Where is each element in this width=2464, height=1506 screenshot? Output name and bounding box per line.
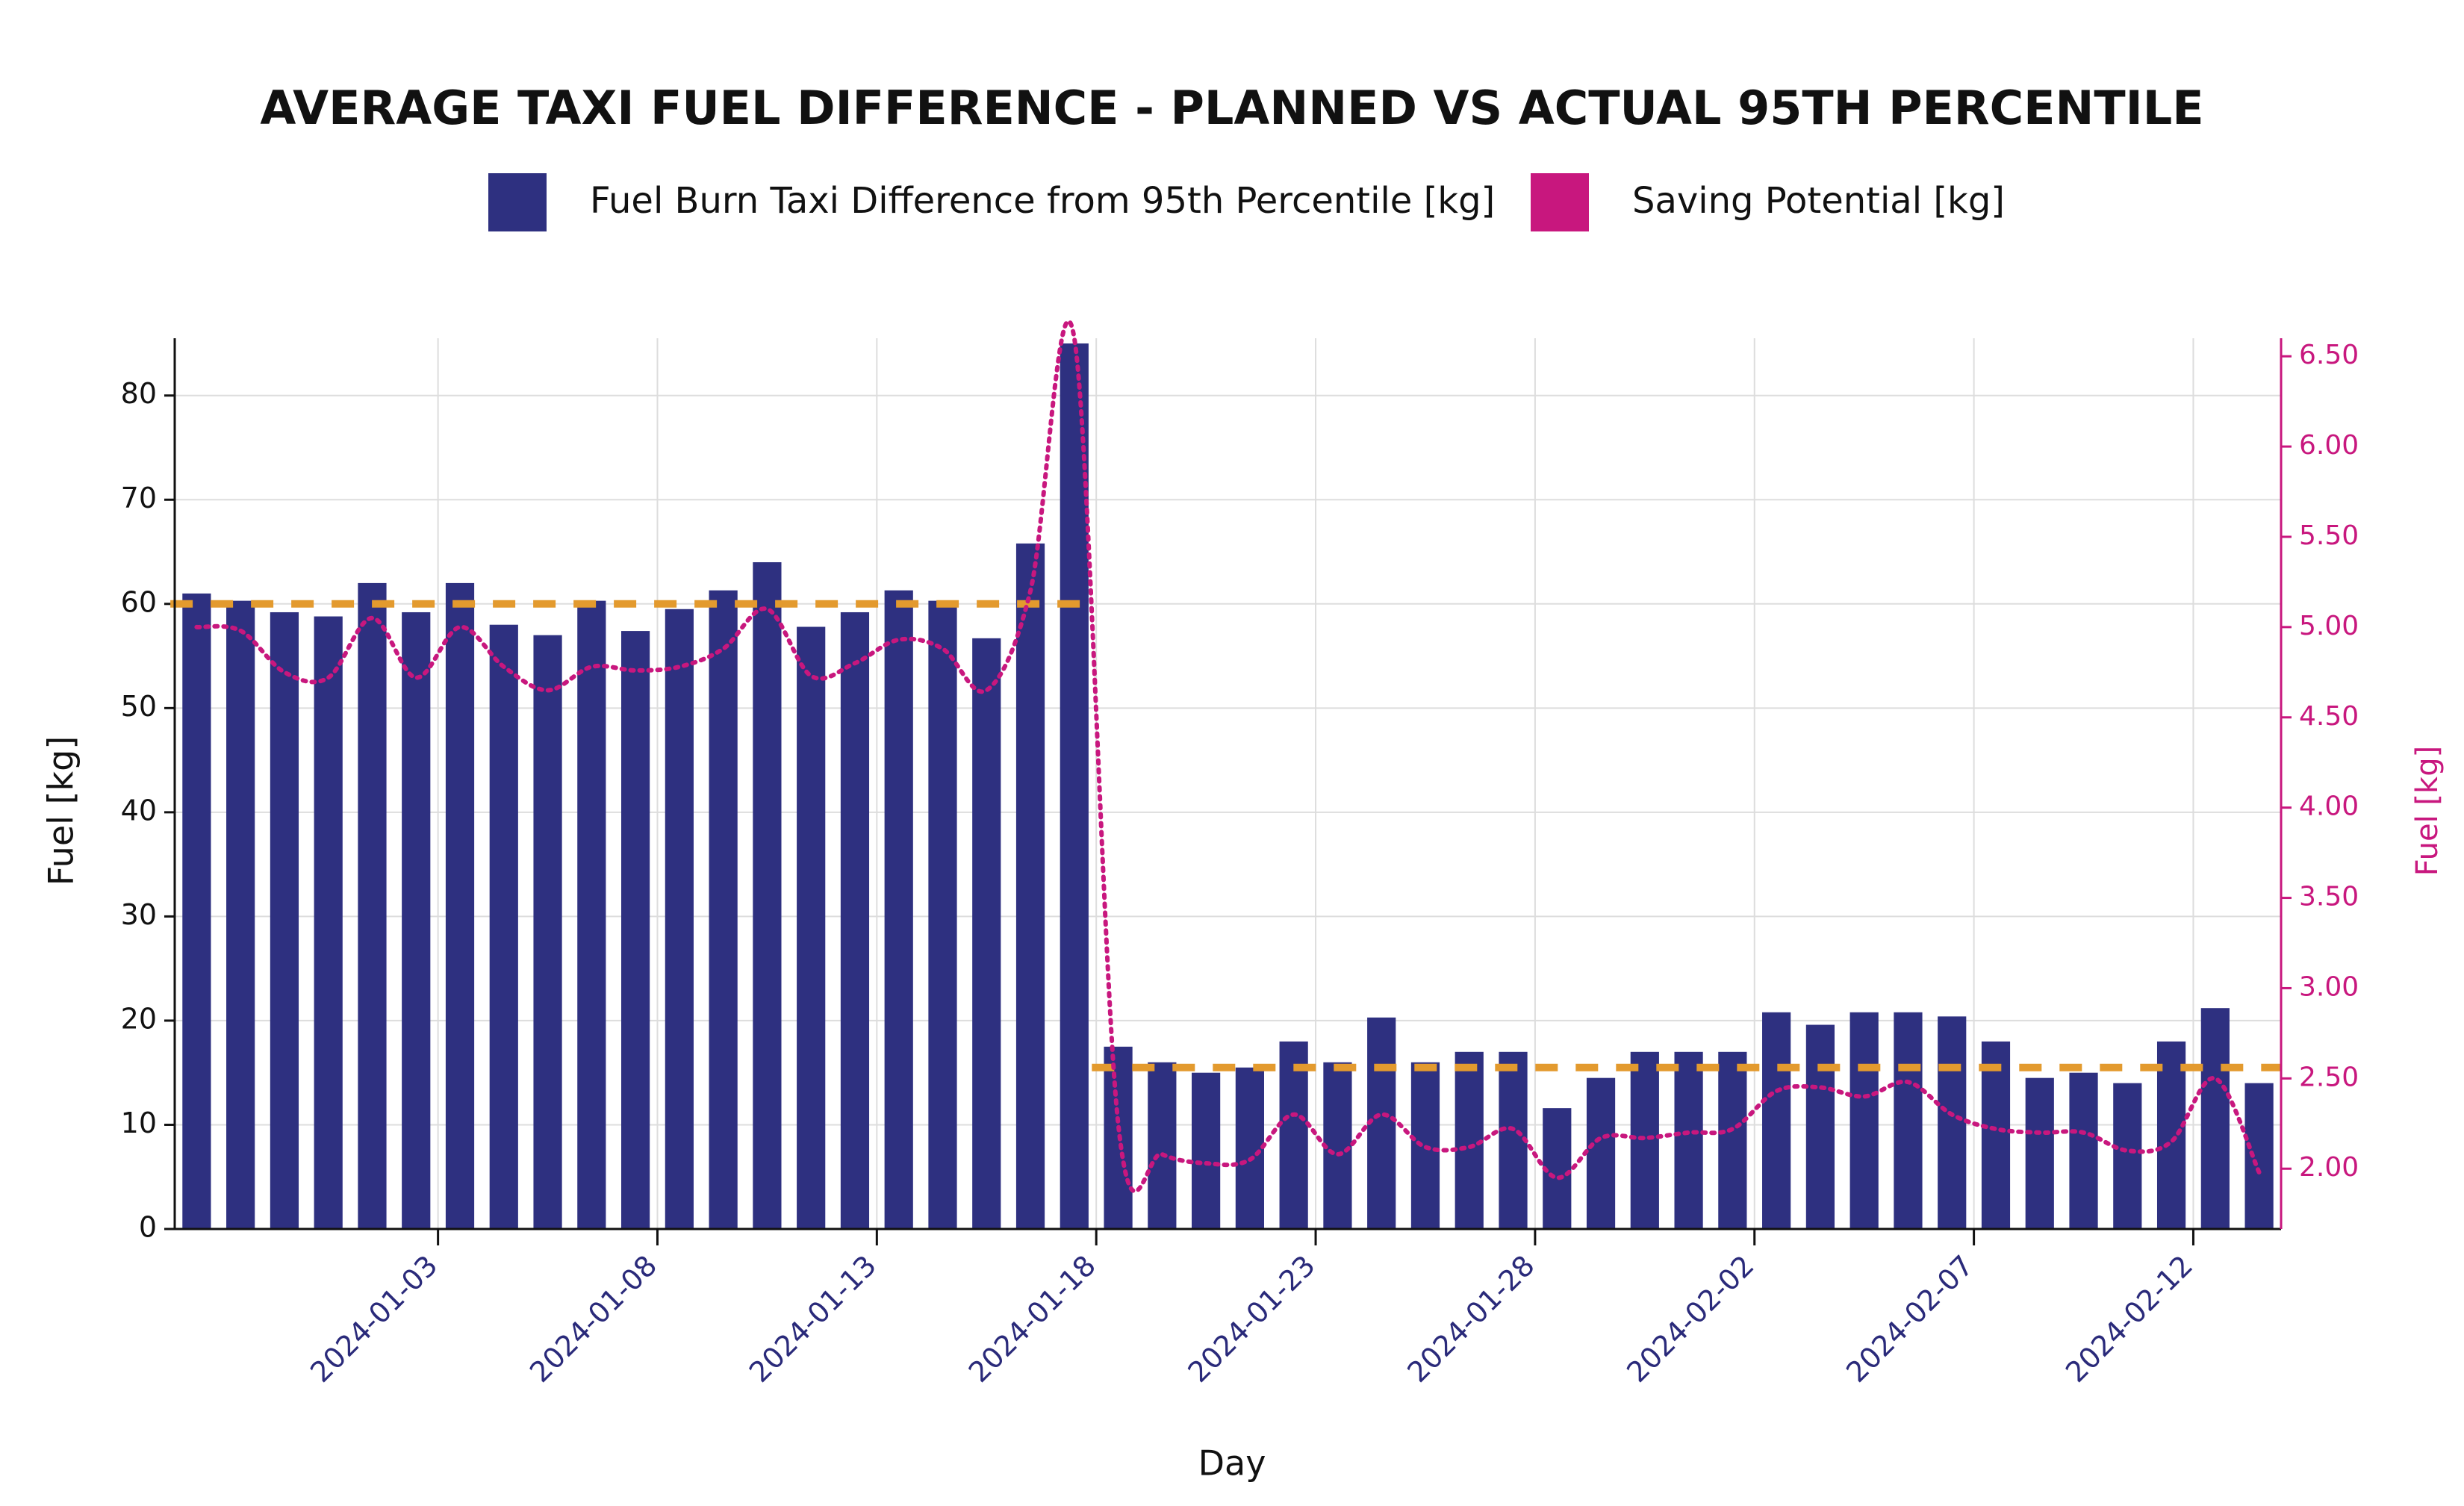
x-tick-label: 2024-01-23: [1182, 1249, 1322, 1389]
bar: [709, 590, 738, 1229]
x-tick-label: 2024-01-13: [743, 1249, 883, 1389]
y-tick-label: 50: [121, 690, 157, 723]
y2-tick-label: 3.50: [2299, 882, 2359, 912]
bar: [1455, 1051, 1484, 1229]
legend-swatch: [1531, 173, 1589, 231]
bar: [1981, 1041, 2011, 1229]
bar: [1894, 1012, 1923, 1229]
y2-tick-label: 3.00: [2299, 971, 2359, 1002]
legend-swatch: [488, 173, 547, 231]
bar: [2244, 1083, 2274, 1229]
x-tick-label: 2024-01-18: [962, 1249, 1102, 1389]
y-tick-label: 0: [139, 1211, 157, 1244]
bar: [840, 612, 870, 1229]
bar: [1630, 1051, 1659, 1229]
bar: [445, 582, 475, 1229]
bar: [1499, 1051, 1528, 1229]
bar: [620, 631, 650, 1229]
bar: [1805, 1024, 1835, 1229]
y2-tick-label: 6.50: [2299, 340, 2359, 370]
bar: [665, 609, 694, 1229]
y-tick-label: 60: [121, 585, 157, 618]
y2-axis-label: Fuel [kg]: [2410, 746, 2445, 876]
bar: [1015, 543, 1045, 1229]
bar: [1586, 1077, 1616, 1229]
bar: [314, 616, 343, 1229]
x-tick-label: 2024-02-07: [1840, 1249, 1979, 1389]
bar: [1192, 1072, 1221, 1229]
x-tick-label: 2024-02-02: [1620, 1249, 1760, 1389]
y2-tick-label: 4.50: [2299, 701, 2359, 732]
bar: [797, 626, 826, 1229]
bar: [533, 635, 562, 1229]
bar: [1323, 1062, 1352, 1229]
bar: [1938, 1016, 1967, 1229]
y-tick-label: 20: [121, 1002, 157, 1035]
bar: [226, 600, 255, 1229]
y-tick-label: 40: [121, 794, 157, 827]
bar: [2113, 1083, 2142, 1229]
y2-tick-label: 2.50: [2299, 1062, 2359, 1092]
bar: [1148, 1062, 1177, 1229]
y2-tick-label: 5.00: [2299, 611, 2359, 641]
bar: [1718, 1051, 1747, 1229]
bar: [928, 600, 957, 1229]
y-tick-label: 30: [121, 898, 157, 931]
bar: [1060, 343, 1089, 1230]
line: [194, 319, 2262, 1194]
y2-tick-label: 5.50: [2299, 520, 2359, 551]
x-tick-label: 2024-01-03: [304, 1249, 444, 1389]
bar: [358, 582, 387, 1229]
bar: [489, 624, 518, 1229]
legend-label: Fuel Burn Taxi Difference from 95th Perc…: [590, 180, 1495, 222]
bar: [1762, 1012, 1791, 1229]
legend-label: Saving Potential [kg]: [1632, 180, 2005, 222]
bar: [2069, 1072, 2098, 1229]
chart-title: AVERAGE TAXI FUEL DIFFERENCE - PLANNED V…: [260, 81, 2203, 135]
y-tick-label: 70: [121, 482, 157, 514]
bar: [753, 561, 782, 1229]
bar: [270, 612, 299, 1229]
y-tick-label: 80: [121, 377, 157, 410]
bar: [884, 590, 913, 1229]
y-axis-label: Fuel [kg]: [41, 736, 81, 886]
y2-tick-label: 2.00: [2299, 1152, 2359, 1183]
y2-tick-label: 6.00: [2299, 430, 2359, 461]
bar: [1674, 1051, 1703, 1229]
bar: [1367, 1017, 1396, 1229]
bar: [972, 638, 1001, 1229]
y-tick-label: 10: [121, 1107, 157, 1139]
bar: [2156, 1041, 2186, 1229]
y2-tick-label: 4.00: [2299, 791, 2359, 822]
bar: [2025, 1077, 2054, 1229]
bar: [577, 600, 606, 1229]
x-tick-label: 2024-02-12: [2059, 1249, 2199, 1389]
bar: [182, 593, 211, 1229]
bar: [2200, 1008, 2230, 1229]
bar: [1235, 1067, 1264, 1229]
bar: [402, 612, 431, 1229]
x-tick-label: 2024-01-08: [523, 1249, 663, 1389]
bar: [1849, 1012, 1879, 1229]
bar: [1279, 1041, 1308, 1229]
x-tick-label: 2024-01-28: [1401, 1249, 1540, 1389]
x-axis-label: Day: [1198, 1443, 1266, 1484]
